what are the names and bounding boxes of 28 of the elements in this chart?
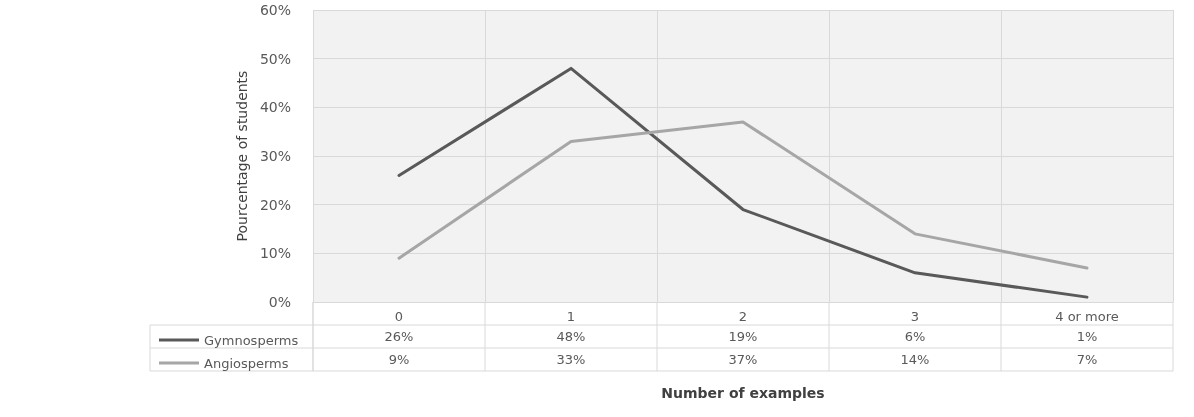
data-label: 48% bbox=[556, 329, 586, 344]
data-label: 26% bbox=[384, 329, 414, 344]
line-series bbox=[397, 66, 1089, 299]
data-label: 19% bbox=[728, 329, 758, 344]
data-label: 14% bbox=[900, 352, 930, 367]
legend-label: Gymnosperms bbox=[204, 332, 299, 348]
data-label: 9% bbox=[388, 352, 410, 367]
legend-label: Angiosperms bbox=[204, 355, 289, 371]
y-tick-label: 50% bbox=[259, 50, 291, 67]
y-tick-label: 0% bbox=[268, 294, 291, 310]
x-tick-label: 3 bbox=[910, 309, 920, 324]
data-label: 37% bbox=[728, 352, 758, 367]
y-tick-label: 20% bbox=[259, 196, 291, 213]
y-axis-title: Pourcentage of students bbox=[233, 70, 250, 242]
x-tick-label: 4 or more bbox=[1055, 309, 1119, 324]
data-label: 1% bbox=[1076, 329, 1098, 344]
y-tick-label: 30% bbox=[259, 148, 291, 164]
data-label: 7% bbox=[1076, 352, 1098, 367]
x-tick-label: 0 bbox=[394, 309, 404, 324]
data-label: 6% bbox=[904, 329, 926, 344]
x-tick-label: 1 bbox=[566, 309, 576, 324]
y-tick-label: 10% bbox=[259, 245, 291, 262]
x-axis-title: Number of examples bbox=[661, 385, 825, 401]
data-label: 33% bbox=[556, 352, 586, 367]
line-series bbox=[397, 120, 1089, 270]
x-tick-label: 2 bbox=[738, 309, 748, 324]
y-tick-label: 60% bbox=[259, 2, 291, 18]
y-tick-label: 40% bbox=[259, 99, 291, 116]
